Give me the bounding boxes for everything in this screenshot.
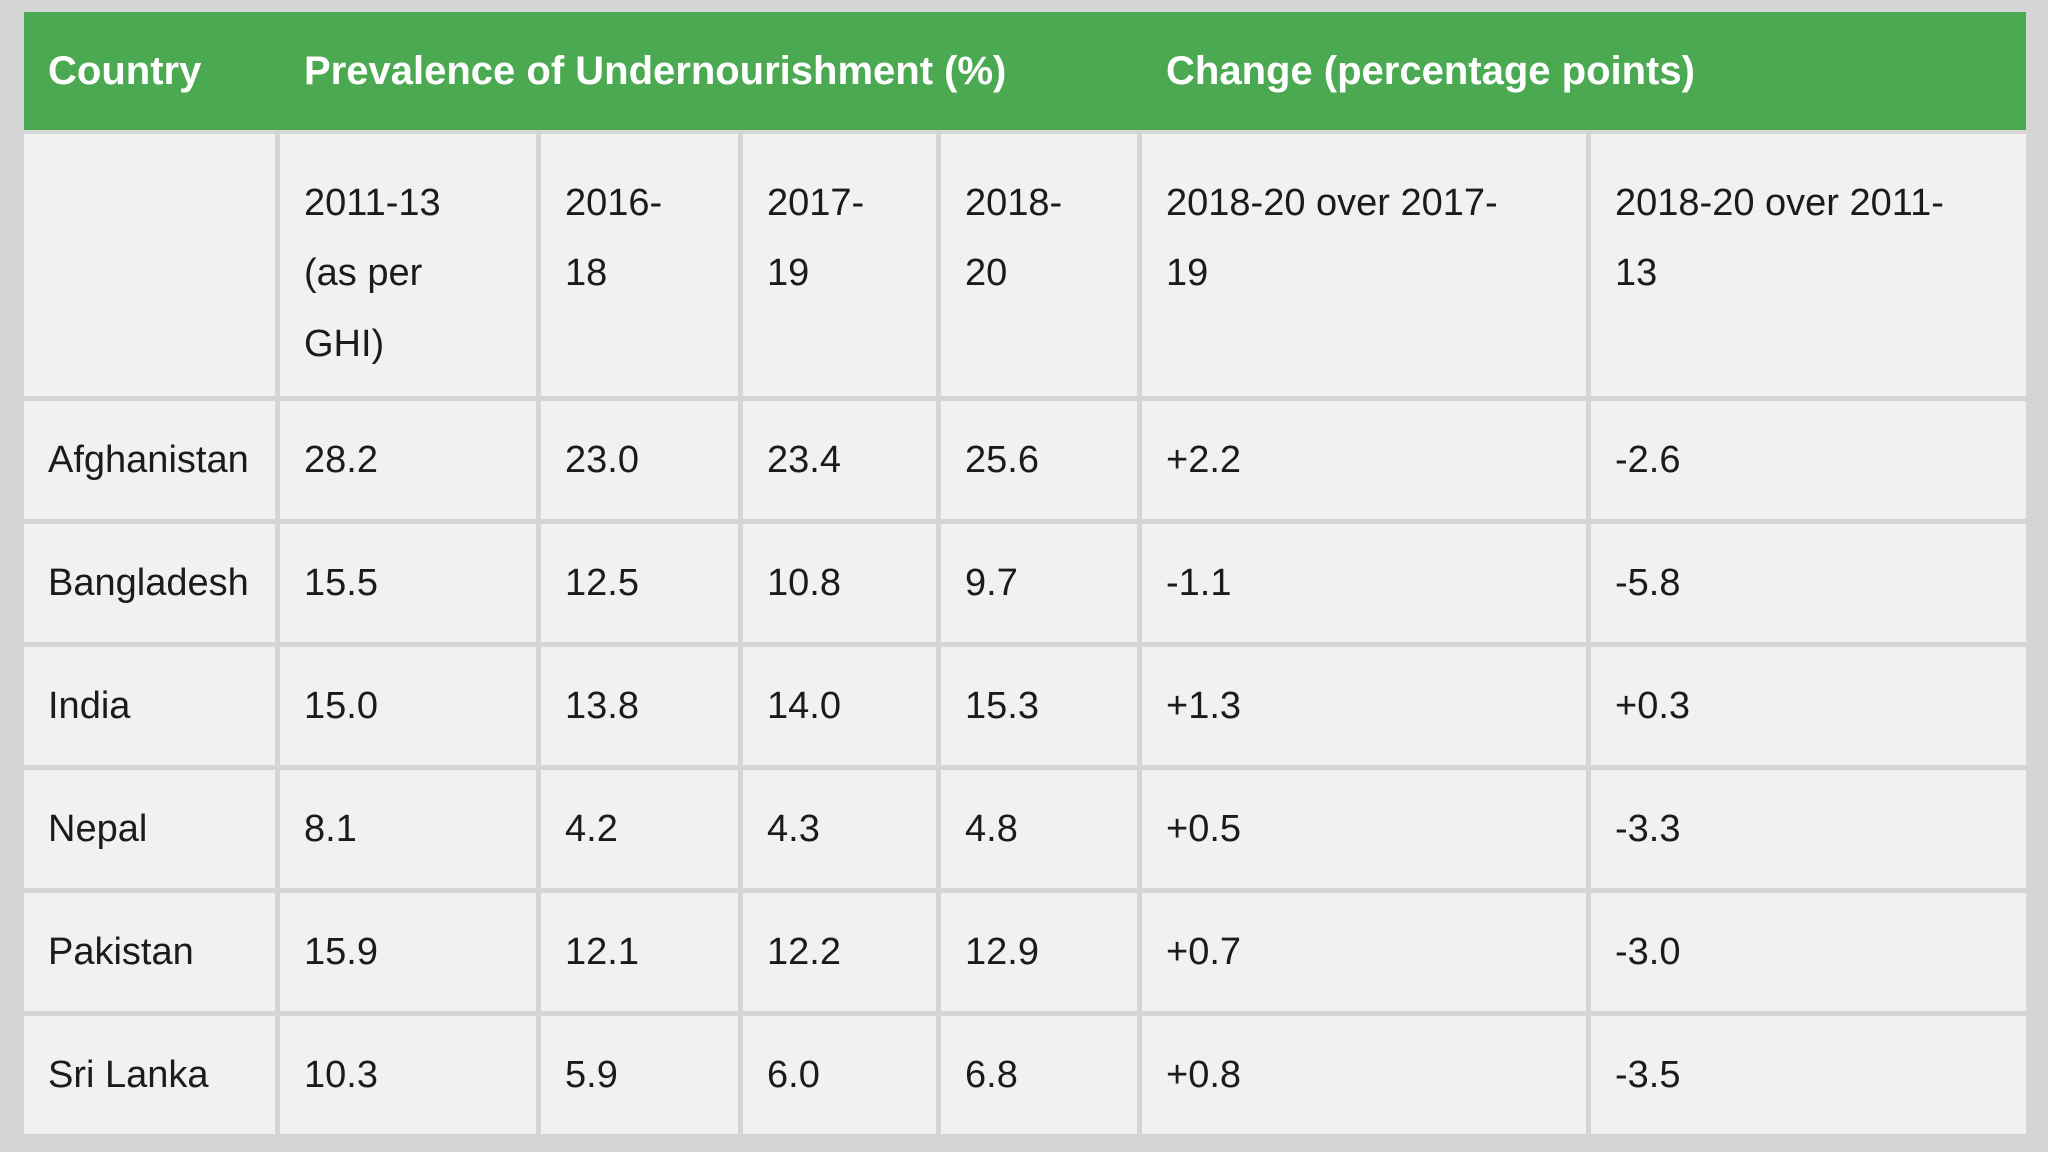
row-bangladesh-2016-18: 12.5 <box>541 524 738 642</box>
subheader-2011-13: 2011-13 (as per GHI) <box>280 134 536 396</box>
row-pakistan-2018-20: 12.9 <box>941 893 1137 1011</box>
subheader-2018-20: 2018- 20 <box>941 134 1137 396</box>
row-india-2011-13: 15.0 <box>280 647 536 765</box>
row-pakistan-2011-13: 15.9 <box>280 893 536 1011</box>
subheader-change-over-17-19: 2018-20 over 2017- 19 <box>1142 134 1586 396</box>
row-sri-lanka-change-over-17-19: +0.8 <box>1142 1016 1586 1134</box>
row-nepal-change-over-11-13: -3.3 <box>1591 770 2026 888</box>
header-change: Change (percentage points) <box>1166 48 1695 93</box>
row-pakistan-2016-18: 12.1 <box>541 893 738 1011</box>
table-body: 2011-13 (as per GHI) 2016- 18 2017- 19 2… <box>24 134 2026 1134</box>
subheader-2016-18: 2016- 18 <box>541 134 738 396</box>
row-nepal-country: Nepal <box>24 770 275 888</box>
subheader-empty <box>24 134 275 396</box>
header-prevalence: Prevalence of Undernourishment (%) <box>304 48 1007 93</box>
row-bangladesh-2018-20: 9.7 <box>941 524 1137 642</box>
row-afghanistan-country: Afghanistan <box>24 401 275 519</box>
row-india-2018-20: 15.3 <box>941 647 1137 765</box>
row-afghanistan-change-over-11-13: -2.6 <box>1591 401 2026 519</box>
row-afghanistan-2011-13: 28.2 <box>280 401 536 519</box>
row-india-2016-18: 13.8 <box>541 647 738 765</box>
row-pakistan-2017-19: 12.2 <box>743 893 936 1011</box>
row-sri-lanka-country: Sri Lanka <box>24 1016 275 1134</box>
row-nepal-2016-18: 4.2 <box>541 770 738 888</box>
row-india-2017-19: 14.0 <box>743 647 936 765</box>
row-pakistan-change-over-11-13: -3.0 <box>1591 893 2026 1011</box>
row-bangladesh-country: Bangladesh <box>24 524 275 642</box>
row-afghanistan-change-over-17-19: +2.2 <box>1142 401 1586 519</box>
undernourishment-table: Country Prevalence of Undernourishment (… <box>24 12 2026 1134</box>
row-afghanistan-2017-19: 23.4 <box>743 401 936 519</box>
row-sri-lanka-2016-18: 5.9 <box>541 1016 738 1134</box>
row-sri-lanka-2017-19: 6.0 <box>743 1016 936 1134</box>
row-india-country: India <box>24 647 275 765</box>
row-nepal-2017-19: 4.3 <box>743 770 936 888</box>
row-sri-lanka-2011-13: 10.3 <box>280 1016 536 1134</box>
table-header-row: Country Prevalence of Undernourishment (… <box>24 12 2026 130</box>
row-pakistan-change-over-17-19: +0.7 <box>1142 893 1586 1011</box>
header-country: Country <box>48 48 202 93</box>
row-bangladesh-change-over-11-13: -5.8 <box>1591 524 2026 642</box>
row-india-change-over-11-13: +0.3 <box>1591 647 2026 765</box>
row-bangladesh-2011-13: 15.5 <box>280 524 536 642</box>
row-bangladesh-2017-19: 10.8 <box>743 524 936 642</box>
row-nepal-2011-13: 8.1 <box>280 770 536 888</box>
row-sri-lanka-2018-20: 6.8 <box>941 1016 1137 1134</box>
row-pakistan-country: Pakistan <box>24 893 275 1011</box>
row-bangladesh-change-over-17-19: -1.1 <box>1142 524 1586 642</box>
row-sri-lanka-change-over-11-13: -3.5 <box>1591 1016 2026 1134</box>
row-nepal-2018-20: 4.8 <box>941 770 1137 888</box>
subheader-change-over-11-13: 2018-20 over 2011- 13 <box>1591 134 2026 396</box>
subheader-2017-19: 2017- 19 <box>743 134 936 396</box>
row-afghanistan-2016-18: 23.0 <box>541 401 738 519</box>
row-nepal-change-over-17-19: +0.5 <box>1142 770 1586 888</box>
row-india-change-over-17-19: +1.3 <box>1142 647 1586 765</box>
row-afghanistan-2018-20: 25.6 <box>941 401 1137 519</box>
